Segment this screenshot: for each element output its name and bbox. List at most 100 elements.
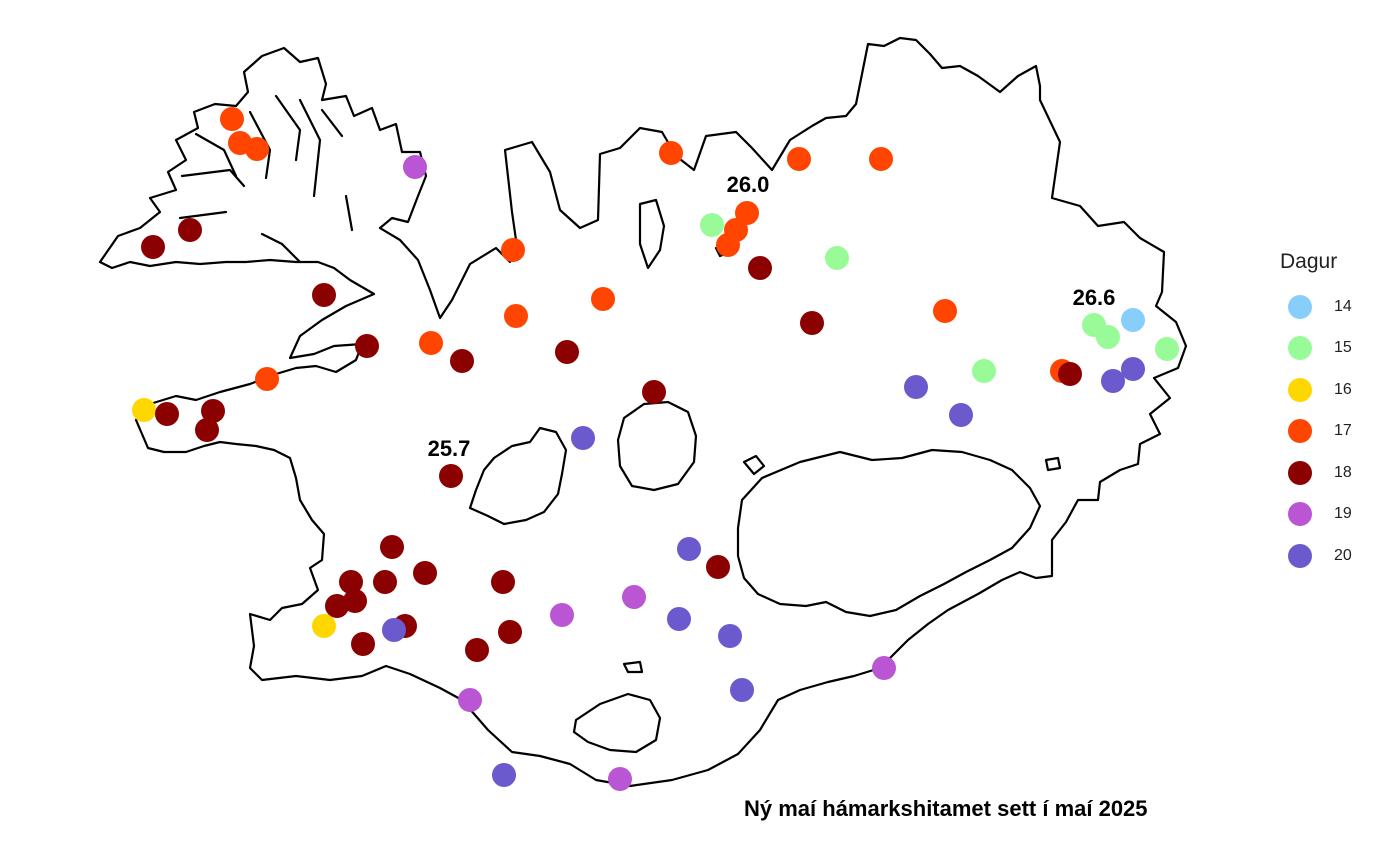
myrdalsjokull-glacier — [572, 692, 662, 754]
station-marker-day-18 — [380, 535, 404, 559]
station-marker-day-20 — [730, 678, 754, 702]
legend-label: 19 — [1334, 505, 1352, 523]
station-marker-day-17 — [591, 287, 615, 311]
station-marker-day-17 — [419, 331, 443, 355]
station-marker-day-20 — [677, 537, 701, 561]
station-marker-day-18 — [141, 235, 165, 259]
station-marker-day-20 — [718, 624, 742, 648]
legend-title: Dagur — [1280, 250, 1338, 273]
annotation-label: 25.7 — [428, 436, 471, 461]
station-marker-day-18 — [800, 311, 824, 335]
station-marker-day-20 — [571, 426, 595, 450]
station-marker-day-17 — [504, 304, 528, 328]
station-marker-day-17 — [659, 141, 683, 165]
station-marker-day-19 — [403, 155, 427, 179]
annotation-label: 26.0 — [727, 172, 770, 197]
annotation-label: 26.6 — [1073, 285, 1116, 310]
station-marker-day-20 — [904, 375, 928, 399]
station-marker-day-18 — [1058, 362, 1082, 386]
legend: Dagur 14 15 16 17 18 19 20 — [1280, 250, 1370, 577]
station-marker-day-18 — [343, 589, 367, 613]
station-marker-day-15 — [700, 213, 724, 237]
station-marker-day-18 — [465, 638, 489, 662]
station-marker-day-15 — [1155, 337, 1179, 361]
station-marker-day-14 — [1121, 308, 1145, 332]
station-marker-day-18 — [373, 570, 397, 594]
legend-label: 14 — [1334, 297, 1352, 315]
legend-item: 18 — [1280, 452, 1370, 494]
station-marker-day-19 — [608, 767, 632, 791]
station-marker-day-18 — [491, 570, 515, 594]
legend-label: 17 — [1334, 422, 1352, 440]
station-marker-day-20 — [949, 403, 973, 427]
station-marker-day-20 — [1121, 357, 1145, 381]
legend-swatch — [1288, 419, 1312, 444]
station-marker-day-15 — [972, 359, 996, 383]
station-marker-day-17 — [501, 238, 525, 262]
legend-swatch — [1288, 460, 1312, 485]
legend-swatch — [1288, 543, 1312, 568]
station-marker-day-18 — [439, 464, 463, 488]
fjord-lines — [178, 94, 354, 264]
small-glacier — [622, 198, 1062, 674]
legend-items: 14 15 16 17 18 19 20 — [1280, 286, 1370, 577]
station-marker-day-18 — [642, 380, 666, 404]
station-marker-day-18 — [339, 570, 363, 594]
station-marker-day-18 — [178, 218, 202, 242]
station-marker-day-15 — [1096, 325, 1120, 349]
station-marker-day-18 — [706, 555, 730, 579]
station-markers — [132, 107, 1179, 791]
station-marker-day-20 — [492, 763, 516, 787]
station-marker-day-17 — [869, 147, 893, 171]
station-marker-day-17 — [787, 147, 811, 171]
station-marker-day-17 — [255, 367, 279, 391]
station-marker-day-20 — [667, 607, 691, 631]
station-marker-day-17 — [933, 299, 957, 323]
station-marker-day-19 — [872, 656, 896, 680]
station-marker-day-18 — [555, 340, 579, 364]
legend-label: 18 — [1334, 463, 1352, 481]
station-marker-day-17 — [245, 137, 269, 161]
station-marker-day-17 — [735, 201, 759, 225]
station-marker-day-18 — [201, 399, 225, 423]
record-annotations: 26.0 26.6 25.7 — [428, 172, 1116, 461]
station-marker-day-18 — [450, 349, 474, 373]
hofsjokull-glacier — [616, 400, 698, 492]
station-marker-day-18 — [413, 561, 437, 585]
legend-item: 17 — [1280, 411, 1370, 453]
station-marker-day-17 — [716, 233, 740, 257]
station-marker-day-18 — [355, 334, 379, 358]
station-marker-day-18 — [351, 632, 375, 656]
station-marker-day-16 — [312, 614, 336, 638]
station-marker-day-20 — [382, 618, 406, 642]
station-marker-day-18 — [195, 418, 219, 442]
langjokull-glacier — [468, 426, 568, 526]
station-marker-day-20 — [1101, 369, 1125, 393]
legend-label: 20 — [1334, 546, 1352, 564]
legend-item: 19 — [1280, 494, 1370, 536]
station-marker-day-18 — [155, 402, 179, 426]
legend-swatch — [1288, 377, 1312, 402]
station-marker-day-18 — [325, 594, 349, 618]
station-marker-day-15 — [825, 246, 849, 270]
legend-item: 15 — [1280, 328, 1370, 370]
station-marker-day-19 — [550, 603, 574, 627]
map-caption: Ný maí hámarkshitamet sett í maí 2025 — [744, 796, 1148, 821]
legend-swatch — [1288, 336, 1312, 361]
legend-item: 16 — [1280, 369, 1370, 411]
station-marker-day-19 — [622, 585, 646, 609]
legend-swatch — [1288, 294, 1312, 319]
station-marker-day-19 — [458, 688, 482, 712]
legend-item: 14 — [1280, 286, 1370, 328]
station-marker-day-18 — [498, 620, 522, 644]
vatnajokull-glacier — [736, 448, 1042, 618]
station-marker-day-18 — [748, 256, 772, 280]
legend-label: 16 — [1334, 380, 1352, 398]
station-marker-day-17 — [220, 107, 244, 131]
legend-label: 15 — [1334, 339, 1352, 357]
legend-swatch — [1288, 502, 1312, 527]
station-marker-day-18 — [312, 283, 336, 307]
station-marker-day-16 — [132, 398, 156, 422]
legend-item: 20 — [1280, 535, 1370, 577]
